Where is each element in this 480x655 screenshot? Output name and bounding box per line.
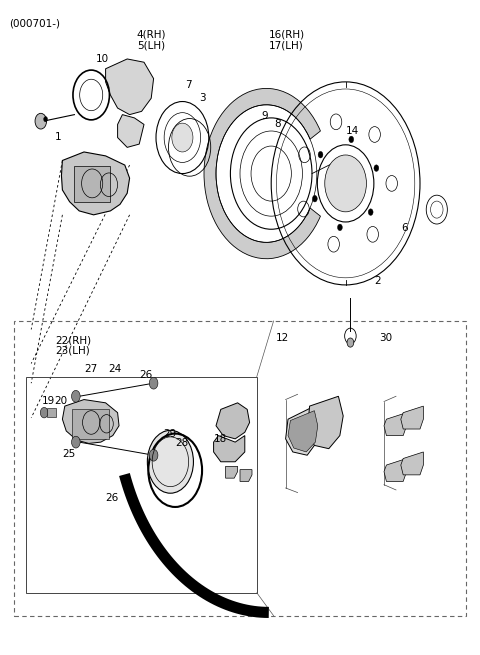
- Circle shape: [72, 436, 80, 448]
- Text: 17(LH): 17(LH): [269, 41, 303, 50]
- Circle shape: [368, 209, 373, 215]
- Text: 3: 3: [199, 93, 206, 103]
- Text: 28: 28: [175, 438, 189, 447]
- Circle shape: [149, 449, 158, 461]
- Text: 30: 30: [379, 333, 392, 343]
- Polygon shape: [62, 400, 119, 443]
- Text: 25: 25: [62, 449, 76, 458]
- Polygon shape: [226, 466, 238, 478]
- Polygon shape: [61, 152, 130, 215]
- Polygon shape: [384, 458, 407, 481]
- Polygon shape: [307, 396, 343, 449]
- Polygon shape: [216, 403, 250, 439]
- Text: 19: 19: [42, 396, 56, 406]
- Text: 7: 7: [185, 80, 192, 90]
- Text: 22(RH): 22(RH): [55, 335, 91, 345]
- Text: 12: 12: [276, 333, 289, 343]
- Circle shape: [149, 377, 158, 389]
- Circle shape: [172, 123, 193, 152]
- Circle shape: [40, 407, 48, 418]
- Text: 18: 18: [214, 434, 227, 443]
- Circle shape: [374, 165, 379, 172]
- Text: (000701-): (000701-): [10, 18, 60, 28]
- Polygon shape: [118, 115, 144, 147]
- Bar: [74, 166, 110, 202]
- Polygon shape: [401, 452, 423, 475]
- Text: 26: 26: [106, 493, 119, 502]
- Circle shape: [347, 338, 354, 347]
- Text: 8: 8: [275, 119, 281, 129]
- Bar: [26, 377, 257, 593]
- Polygon shape: [401, 406, 423, 429]
- Circle shape: [325, 155, 366, 212]
- Text: 6: 6: [401, 223, 408, 233]
- Text: 2: 2: [374, 276, 381, 286]
- Circle shape: [44, 117, 48, 122]
- Text: 20: 20: [54, 396, 67, 406]
- Circle shape: [147, 430, 193, 493]
- Circle shape: [337, 224, 342, 231]
- Text: 10: 10: [96, 54, 109, 64]
- Circle shape: [35, 113, 47, 129]
- Text: 4(RH): 4(RH): [137, 29, 166, 39]
- Polygon shape: [384, 413, 407, 436]
- Text: 26: 26: [139, 370, 153, 380]
- Polygon shape: [240, 470, 252, 481]
- Polygon shape: [288, 411, 318, 452]
- Text: 5(LH): 5(LH): [137, 41, 165, 50]
- Text: 1: 1: [55, 132, 62, 142]
- Text: 23(LH): 23(LH): [55, 346, 90, 356]
- Wedge shape: [204, 88, 321, 259]
- Polygon shape: [214, 436, 245, 462]
- Bar: [47, 408, 56, 417]
- Bar: [14, 321, 466, 616]
- Text: 27: 27: [84, 364, 97, 373]
- Text: 16(RH): 16(RH): [269, 29, 305, 39]
- Circle shape: [312, 195, 317, 202]
- Circle shape: [349, 136, 354, 143]
- Bar: [72, 409, 109, 439]
- Text: 29: 29: [163, 429, 177, 439]
- Circle shape: [318, 151, 323, 158]
- Text: 24: 24: [108, 364, 121, 373]
- Circle shape: [72, 390, 80, 402]
- Polygon shape: [106, 59, 154, 115]
- Text: 14: 14: [346, 126, 359, 136]
- Polygon shape: [286, 406, 319, 455]
- Text: 9: 9: [262, 111, 268, 121]
